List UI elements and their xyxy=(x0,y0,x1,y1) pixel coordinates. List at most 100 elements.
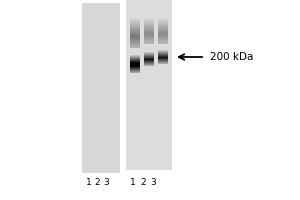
Bar xyxy=(130,69,140,70)
Bar xyxy=(158,28,168,29)
Bar xyxy=(144,30,154,31)
Bar xyxy=(144,58,154,59)
Bar xyxy=(130,29,140,30)
Bar xyxy=(144,63,154,64)
Bar xyxy=(158,52,168,53)
Bar xyxy=(144,37,154,38)
Bar xyxy=(144,57,154,58)
Text: 2: 2 xyxy=(140,178,146,187)
Bar xyxy=(158,26,168,27)
Bar xyxy=(130,40,140,41)
Bar xyxy=(158,37,168,38)
Bar xyxy=(130,58,140,59)
Bar xyxy=(144,53,154,54)
Bar xyxy=(144,39,154,40)
Bar xyxy=(130,64,140,65)
Bar xyxy=(144,24,154,25)
Bar xyxy=(130,41,140,42)
Bar xyxy=(158,56,168,57)
Bar xyxy=(130,56,140,57)
Bar xyxy=(158,57,168,58)
Text: 3: 3 xyxy=(103,178,109,187)
Bar xyxy=(158,20,168,21)
Text: 3: 3 xyxy=(150,178,156,187)
Bar xyxy=(144,38,154,39)
Bar xyxy=(144,43,154,44)
Bar xyxy=(130,60,140,61)
Bar xyxy=(144,23,154,24)
Bar xyxy=(130,72,140,73)
Bar xyxy=(144,33,154,34)
Bar xyxy=(144,19,154,20)
Bar xyxy=(158,53,168,54)
Bar xyxy=(158,43,168,44)
Bar xyxy=(144,55,154,56)
Text: 2: 2 xyxy=(94,178,100,187)
Text: 200 kDa: 200 kDa xyxy=(210,52,254,62)
Bar xyxy=(144,27,154,28)
Bar xyxy=(130,68,140,69)
Bar xyxy=(130,43,140,44)
Bar xyxy=(130,38,140,39)
Bar xyxy=(158,60,168,61)
Bar xyxy=(144,36,154,37)
Bar xyxy=(144,29,154,30)
Bar xyxy=(158,29,168,30)
Bar xyxy=(158,18,168,19)
Bar xyxy=(130,18,140,19)
Bar xyxy=(144,42,154,43)
Bar xyxy=(158,23,168,24)
Text: 1: 1 xyxy=(86,178,92,187)
Bar xyxy=(130,21,140,22)
Bar xyxy=(158,42,168,43)
Bar xyxy=(144,64,154,65)
Bar xyxy=(130,46,140,47)
Bar xyxy=(158,33,168,34)
Bar xyxy=(144,25,154,26)
Bar xyxy=(130,63,140,64)
Bar xyxy=(130,66,140,67)
Bar xyxy=(158,24,168,25)
Bar xyxy=(130,44,140,45)
Bar xyxy=(130,22,140,23)
Bar xyxy=(144,32,154,33)
Bar xyxy=(82,3,120,173)
Bar xyxy=(144,35,154,36)
Bar xyxy=(144,34,154,35)
Bar xyxy=(158,31,168,32)
Bar xyxy=(130,61,140,62)
Bar xyxy=(130,30,140,31)
Bar xyxy=(130,24,140,25)
Text: 1: 1 xyxy=(130,178,136,187)
Bar xyxy=(130,42,140,43)
Bar xyxy=(130,55,140,56)
Bar xyxy=(130,67,140,68)
Bar xyxy=(144,28,154,29)
Bar xyxy=(130,37,140,38)
Bar xyxy=(130,70,140,71)
Bar xyxy=(158,63,168,64)
Bar xyxy=(158,51,168,52)
Bar xyxy=(130,34,140,35)
Bar xyxy=(144,62,154,63)
Bar xyxy=(130,39,140,40)
Bar xyxy=(130,20,140,21)
Bar xyxy=(158,61,168,62)
Bar xyxy=(158,50,168,51)
Bar xyxy=(144,54,154,55)
Bar xyxy=(144,18,154,19)
Bar xyxy=(130,23,140,24)
Bar xyxy=(158,62,168,63)
Bar xyxy=(144,41,154,42)
Bar xyxy=(144,60,154,61)
Bar xyxy=(144,65,154,66)
Bar xyxy=(158,54,168,55)
Bar xyxy=(130,33,140,34)
Bar xyxy=(130,35,140,36)
Bar xyxy=(158,38,168,39)
Bar xyxy=(130,27,140,28)
Bar xyxy=(130,47,140,48)
Bar xyxy=(158,32,168,33)
Bar xyxy=(130,65,140,66)
Bar xyxy=(144,31,154,32)
